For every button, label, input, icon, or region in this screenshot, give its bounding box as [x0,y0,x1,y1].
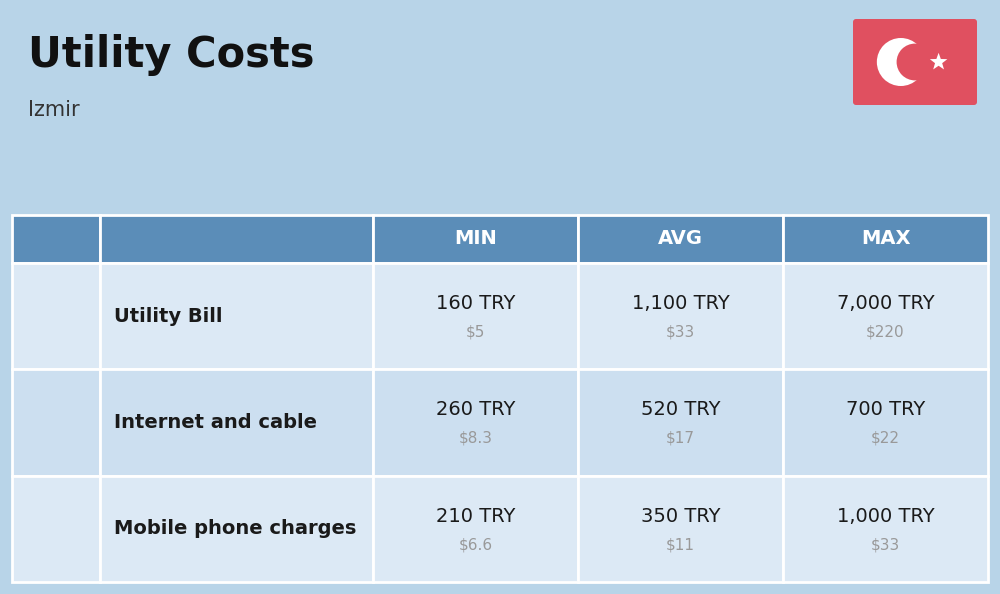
Circle shape [897,43,933,80]
Text: MIN: MIN [454,229,497,248]
Bar [373,369,578,476]
Text: 210 TRY: 210 TRY [436,507,515,526]
Text: $33: $33 [871,538,900,552]
Circle shape [877,38,925,86]
Bar [12,263,100,369]
Text: 1,000 TRY: 1,000 TRY [837,507,934,526]
Text: MAX: MAX [861,229,910,248]
Text: 520 TRY: 520 TRY [641,400,720,419]
Bar [12,369,100,476]
Bar [783,215,988,263]
Text: Mobile phone charges: Mobile phone charges [114,519,356,538]
Bar [373,263,578,369]
Text: $17: $17 [666,431,695,446]
Bar [783,369,988,476]
Text: Izmir: Izmir [28,100,80,120]
Bar [578,263,783,369]
Bar [100,263,373,369]
Bar [373,215,578,263]
Text: Internet and cable: Internet and cable [114,413,317,432]
Bar [12,215,100,263]
Text: $220: $220 [866,324,905,340]
Text: 700 TRY: 700 TRY [846,400,925,419]
Text: 350 TRY: 350 TRY [641,507,720,526]
Bar [578,476,783,582]
Text: $5: $5 [466,324,485,340]
Bar [12,476,100,582]
Text: $11: $11 [666,538,695,552]
Bar [100,215,373,263]
Text: 7,000 TRY: 7,000 TRY [837,294,934,313]
Text: $8.3: $8.3 [459,431,493,446]
Bar [783,476,988,582]
Text: $33: $33 [666,324,695,340]
Bar [783,263,988,369]
Bar [100,476,373,582]
Text: AVG: AVG [658,229,703,248]
Bar [100,369,373,476]
Text: 160 TRY: 160 TRY [436,294,515,313]
Bar [373,476,578,582]
Bar [578,215,783,263]
Polygon shape [930,53,947,69]
Text: Utility Costs: Utility Costs [28,34,314,76]
Text: 260 TRY: 260 TRY [436,400,515,419]
FancyBboxPatch shape [853,19,977,105]
Bar [578,369,783,476]
Text: $6.6: $6.6 [459,538,493,552]
Text: Utility Bill: Utility Bill [114,307,222,326]
Text: 1,100 TRY: 1,100 TRY [632,294,729,313]
Text: $22: $22 [871,431,900,446]
